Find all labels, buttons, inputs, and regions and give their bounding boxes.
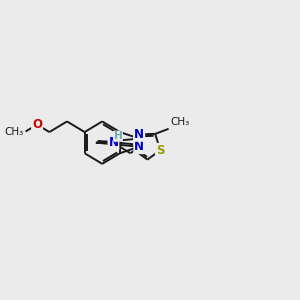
Text: S: S <box>156 144 164 157</box>
Text: O: O <box>134 132 144 145</box>
Text: N: N <box>134 128 144 141</box>
Text: O: O <box>32 118 42 131</box>
Text: N: N <box>134 140 144 153</box>
Text: CH₃: CH₃ <box>4 127 24 136</box>
Text: H: H <box>114 131 122 141</box>
Text: N: N <box>108 136 118 149</box>
Text: CH₃: CH₃ <box>170 117 189 127</box>
